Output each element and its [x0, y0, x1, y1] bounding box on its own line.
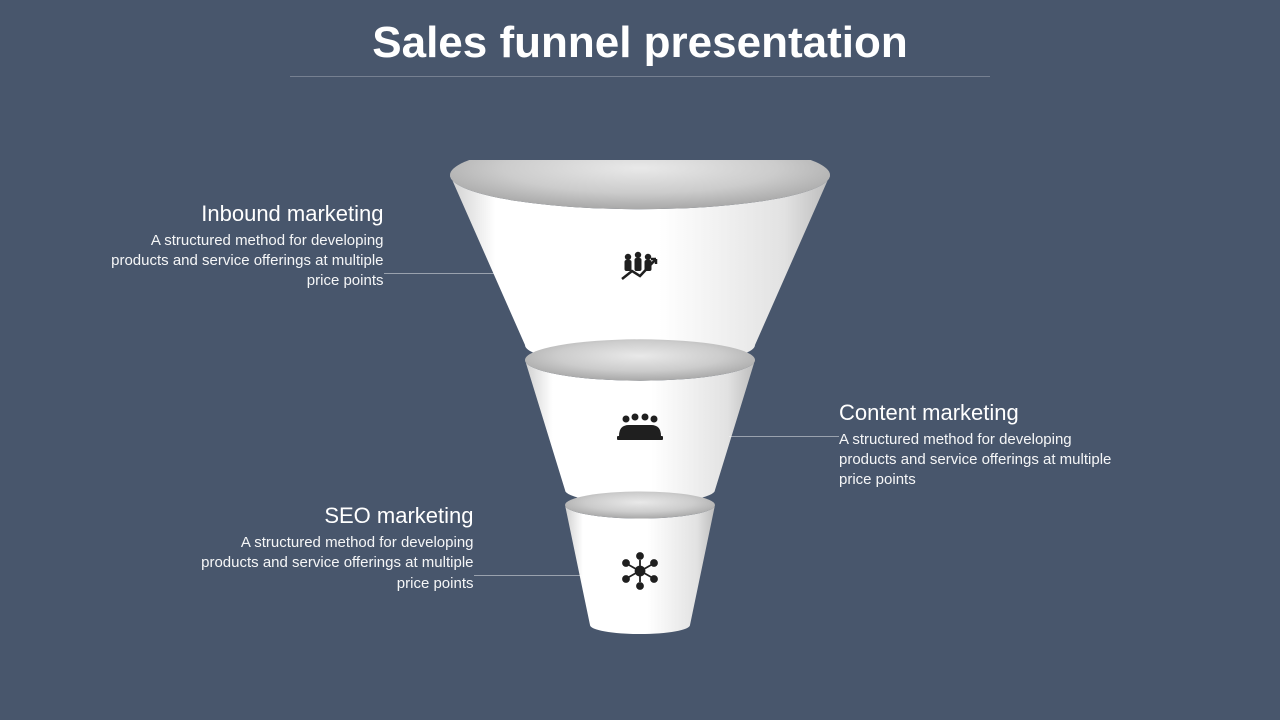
- page-title: Sales funnel presentation: [0, 18, 1280, 68]
- label-desc: A structured method for developing produ…: [184, 533, 474, 594]
- label-desc: A structured method for developing produ…: [94, 231, 384, 292]
- label-content: Content marketing A structured method fo…: [839, 400, 1129, 491]
- connector-line: [384, 273, 494, 274]
- label-title: Content marketing: [839, 400, 1129, 426]
- label-inbound: Inbound marketing A structured method fo…: [94, 201, 384, 292]
- connector-line: [474, 575, 584, 576]
- connector-line: [729, 436, 839, 437]
- label-title: Inbound marketing: [94, 201, 384, 227]
- label-seo: SEO marketing A structured method for de…: [184, 503, 474, 594]
- growth-people-icon: [618, 249, 662, 290]
- label-title: SEO marketing: [184, 503, 474, 529]
- label-desc: A structured method for developing produ…: [839, 430, 1129, 491]
- title-underline: [290, 76, 990, 77]
- network-icon: [620, 551, 660, 596]
- meeting-icon: [617, 412, 663, 447]
- slide: Sales funnel presentation: [0, 0, 1280, 720]
